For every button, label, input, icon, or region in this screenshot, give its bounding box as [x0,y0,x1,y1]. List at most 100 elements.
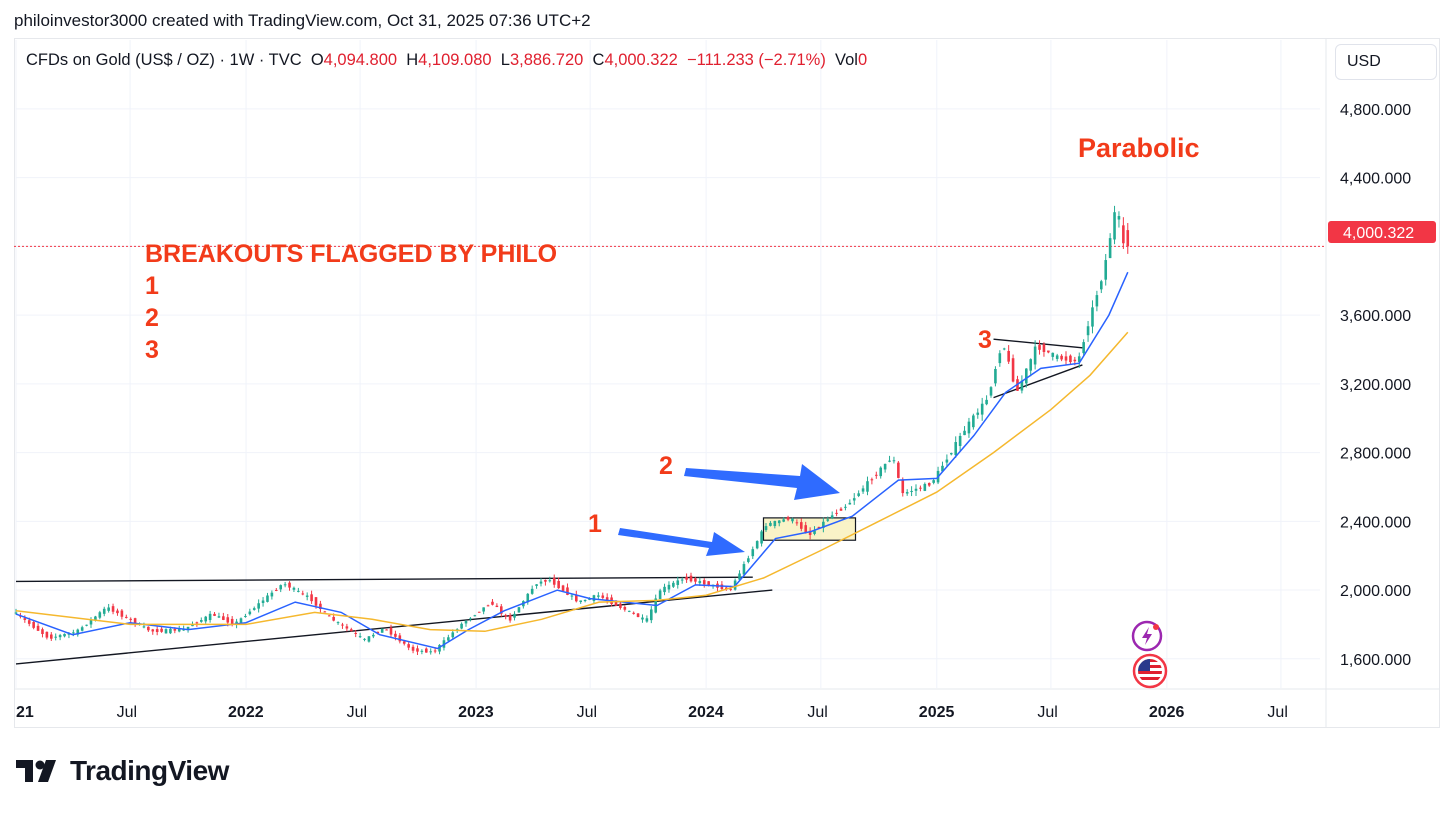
candle-body [954,442,958,456]
candle-body [129,618,133,620]
candle-body [1113,212,1116,240]
candle-body [314,597,318,606]
candle-body [738,573,741,580]
high-value: 4,109.080 [418,51,492,69]
candle-body [994,368,997,384]
candle-body [424,648,428,653]
candle-body [866,481,869,492]
candle-body [1055,355,1059,359]
candle-body [870,479,874,481]
moving-average-blue [15,271,1129,650]
candle-body [1029,359,1033,371]
list-item-2: 2 [145,304,159,332]
candle-body [177,629,181,632]
candle-body [751,549,755,557]
marker-3: 3 [978,326,992,354]
candle-body [14,612,18,614]
candle-body [460,623,463,629]
tradingview-logo[interactable]: TradingView [16,755,229,787]
candle-body [107,607,110,611]
candle-body [477,611,481,613]
trendline-rising-support [15,589,773,665]
candle-body [544,579,547,582]
parabolic-annotation: Parabolic [1078,133,1200,163]
candle-body [923,483,927,491]
x-tick-label: 2022 [228,704,264,721]
candle-body [27,620,31,624]
candle-body [1025,368,1028,384]
candle-body [822,521,825,528]
candle-body [1047,350,1050,353]
candle-body [76,629,80,635]
price-badge-text: 4,000.322 [1343,225,1414,242]
candle-body [583,599,587,602]
candle-body [288,582,291,588]
candle-body [1095,295,1099,307]
candle-body [1108,238,1112,259]
us-flag-icon[interactable] [1132,653,1168,689]
candle-body [561,585,565,591]
candles[interactable] [14,205,1130,655]
candle-body [694,578,697,582]
candle-body [1060,355,1063,360]
candle-body [769,522,772,526]
candle-body [817,526,821,529]
candle-body [416,648,419,652]
candle-body [919,487,922,489]
candle-body [526,593,530,603]
candle-body [667,584,671,590]
candle-body [874,474,878,476]
candle-body [244,616,247,618]
marker-1: 1 [588,510,602,538]
candle-body [910,490,913,492]
candle-body [147,626,150,631]
candle-body [102,608,106,614]
candle-body [1091,307,1094,327]
candle-body [808,530,812,535]
candle-body [279,585,283,590]
candle-body [663,586,666,593]
candle-body [1117,216,1121,220]
candle-body [345,626,349,629]
candle-body [469,618,472,620]
trendline-upper-resistance [15,576,753,583]
candle-body [142,626,146,628]
chart-frame [14,38,1440,728]
candle-body [742,564,746,575]
symbol-label[interactable]: CFDs on Gold (US$ / OZ) · 1W · TVC [26,51,302,69]
lightning-icon[interactable] [1131,620,1163,652]
candle-body [623,606,627,610]
candle-body [1100,281,1103,290]
currency-button[interactable]: USD [1335,44,1437,80]
candle-body [883,463,887,470]
low-label: L [500,51,510,69]
candle-body [914,488,918,491]
trendline-triangle-bottom [993,364,1083,399]
candle-body [363,638,366,640]
candle-body [605,597,609,601]
candle-body [755,541,759,549]
candle-body [297,590,300,592]
annotations: BREAKOUTS FLAGGED BY PHILO 1 2 3 Parabol… [145,133,1200,556]
candle-body [861,488,865,492]
candle-body [323,611,327,613]
candle-body [222,616,225,620]
candle-body [169,628,172,634]
candle-body [58,635,62,638]
volume-label: Vol [835,51,858,69]
candle-body [786,517,790,520]
candle-body [186,626,190,630]
candle-body [301,593,305,595]
candle-body [852,498,856,501]
candle-body [447,637,450,641]
candle-body [464,620,468,624]
candle-body [777,520,781,524]
candle-body [1007,350,1010,362]
candle-body [380,628,384,633]
candle-body [72,632,75,634]
candle-body [199,620,203,622]
candle-body [950,453,953,455]
candle-body [592,595,596,601]
candle-body [217,616,221,618]
